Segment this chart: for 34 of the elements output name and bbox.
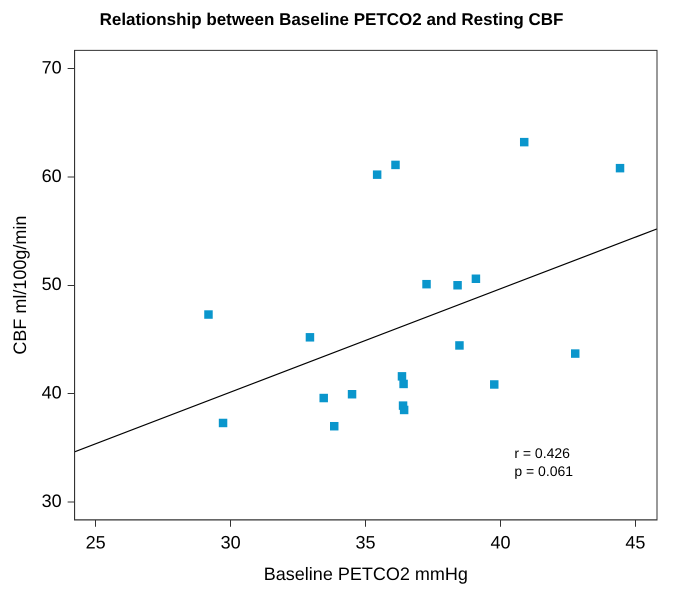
- point: [520, 138, 528, 146]
- point: [399, 380, 408, 388]
- point: [453, 281, 462, 290]
- annotation: p = 0.061: [514, 462, 574, 479]
- point: [616, 164, 624, 172]
- point: [330, 422, 338, 430]
- point: [306, 333, 314, 342]
- point: [422, 280, 431, 288]
- point: [400, 406, 408, 414]
- chart-title: Relationship between Baseline PETCO2 and Resting CBF: [100, 10, 564, 29]
- x-axis-title: Baseline PETCO2 mmHg: [264, 564, 468, 584]
- point: [204, 310, 213, 319]
- y-tick-label: 30: [42, 491, 62, 512]
- annotation: r = 0.426: [514, 444, 570, 461]
- point: [570, 349, 580, 358]
- point: [319, 394, 328, 402]
- y-tick-label: 50: [42, 274, 62, 294]
- point: [455, 341, 464, 350]
- x-tick-label: 45: [625, 532, 646, 553]
- point: [391, 160, 400, 170]
- point: [472, 274, 480, 283]
- y-tick-label: 70: [42, 57, 62, 78]
- point: [218, 418, 228, 428]
- x-tick-label: 40: [490, 532, 510, 553]
- y-axis-title: CBF ml/100g/min: [10, 216, 30, 355]
- y-tick-label: 60: [42, 166, 62, 186]
- point: [372, 170, 382, 179]
- x-tick-label: 25: [86, 532, 106, 553]
- x-tick-label: 30: [220, 532, 241, 553]
- point: [348, 390, 356, 398]
- x-tick-label: 35: [356, 532, 376, 553]
- point: [398, 372, 406, 381]
- point: [490, 380, 499, 389]
- y-tick-label: 40: [42, 382, 62, 403]
